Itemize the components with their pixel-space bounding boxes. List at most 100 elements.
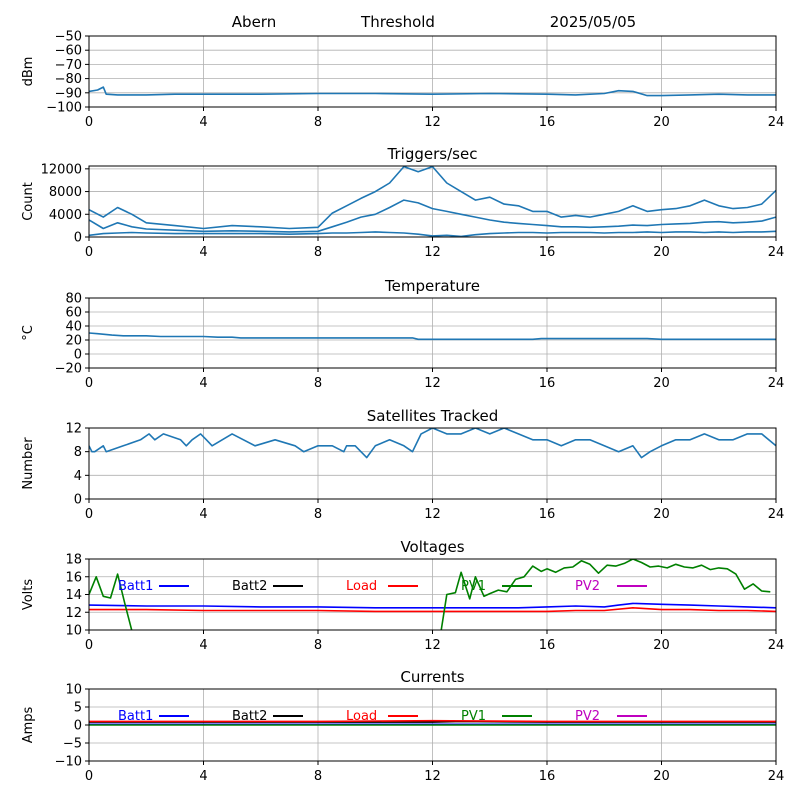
legend-label-batt1: Batt1 [118,579,153,594]
y-tick-label: 60 [65,306,82,321]
x-tick-label: 0 [85,769,93,784]
y-axis-label: Number [21,437,36,490]
x-tick-label: 4 [199,115,207,130]
x-tick-label: 24 [768,245,785,260]
header-station: Abern [232,13,276,31]
y-tick-label: −100 [46,101,82,116]
x-tick-label: 0 [85,638,93,653]
panel-4: 0 4 8 12 16 20 24 10 12 14 16 18 Voltages Volts Batt1 B… [21,538,784,653]
y-tick-label: 0 [74,493,82,508]
legend-label-load: Load [346,709,377,724]
y-tick-label: 16 [65,570,82,585]
y-axis-label: Volts [21,579,36,611]
x-tick-label: 24 [768,507,785,522]
y-tick-label: 4000 [49,208,82,223]
x-tick-label: 12 [424,115,441,130]
y-tick-label: 10 [65,683,82,698]
panel-5: 0 4 8 12 16 20 24 −10 −5 0 5 10 Currents Amps Batt1 Bat… [21,668,784,784]
y-tick-label: 12 [65,606,82,621]
y-tick-label: −80 [55,72,82,87]
panel-data [89,559,776,630]
x-tick-label: 4 [199,769,207,784]
legend-label-batt1: Batt1 [118,709,153,724]
legend-label-pv2: PV2 [575,709,600,724]
series-line-0 [89,86,776,97]
y-tick-label: −60 [55,44,82,59]
y-tick-label: −70 [55,58,82,73]
series-line-pv1 [89,559,771,630]
x-tick-label: 24 [768,115,785,130]
y-tick-label: 5 [74,701,82,716]
y-tick-label: 20 [65,334,82,349]
y-tick-label: 10 [65,624,82,639]
y-tick-label: −10 [55,755,82,770]
legend-label-batt2: Batt2 [232,579,267,594]
y-tick-label: 0 [74,719,82,734]
x-tick-label: 16 [539,245,556,260]
legend-label-load: Load [346,579,377,594]
x-tick-label: 8 [314,245,322,260]
x-tick-label: 20 [653,115,670,130]
y-tick-label: 0 [74,231,82,246]
panel-title: Voltages [400,538,464,556]
x-tick-label: 4 [199,245,207,260]
series-line-2 [89,230,776,237]
x-tick-label: 20 [653,638,670,653]
panel-3: 0 4 8 12 16 20 24 0 4 8 12 Satellites Tracked Number [21,407,784,522]
x-tick-label: 8 [314,769,322,784]
panel-title: Currents [400,668,464,686]
x-tick-label: 12 [424,507,441,522]
series-line-0 [89,332,776,341]
x-tick-label: 16 [539,115,556,130]
panel-data [89,719,776,726]
y-tick-label: −50 [55,30,82,45]
y-tick-label: 14 [65,588,82,603]
x-tick-label: 16 [539,376,556,391]
x-tick-label: 20 [653,507,670,522]
header-mode: Threshold [360,13,435,31]
x-tick-label: 8 [314,638,322,653]
y-tick-label: −5 [63,737,82,752]
y-axis-label: Amps [21,706,36,743]
x-tick-label: 20 [653,376,670,391]
x-tick-label: 20 [653,245,670,260]
x-tick-label: 12 [424,376,441,391]
legend-label-pv2: PV2 [575,579,600,594]
x-tick-label: 24 [768,769,785,784]
legend-label-batt2: Batt2 [232,709,267,724]
x-tick-label: 12 [424,769,441,784]
y-tick-label: 8000 [49,185,82,200]
series-line-load [89,606,776,613]
y-axis-label: dBm [21,57,36,87]
x-tick-label: 12 [424,638,441,653]
x-tick-label: 8 [314,376,322,391]
panel-data [89,332,776,341]
x-tick-label: 0 [85,376,93,391]
y-tick-label: 40 [65,320,82,335]
x-tick-label: 0 [85,507,93,522]
x-tick-label: 0 [85,245,93,260]
x-tick-label: 12 [424,245,441,260]
y-tick-label: 80 [65,292,82,307]
series-line-0 [89,199,776,233]
series-line-load [89,719,776,723]
y-tick-label: −20 [55,362,82,377]
y-axis-label: Count [21,182,36,221]
x-tick-label: 0 [85,115,93,130]
x-tick-label: 4 [199,638,207,653]
panel-title: Satellites Tracked [367,407,498,425]
x-tick-label: 4 [199,507,207,522]
x-tick-label: 16 [539,769,556,784]
panel-0: 0 4 8 12 16 20 24 −100−90−80−70−60−50 dBm [21,30,784,131]
y-axis-label: °C [21,325,36,341]
x-tick-label: 8 [314,115,322,130]
series-line-1 [89,166,776,230]
y-tick-label: 12 [65,422,82,437]
panel-data [89,428,776,459]
panel-data [89,86,776,97]
y-tick-label: 12000 [41,162,82,177]
series-line-batt1 [89,602,776,609]
panel-title: Temperature [384,277,480,295]
